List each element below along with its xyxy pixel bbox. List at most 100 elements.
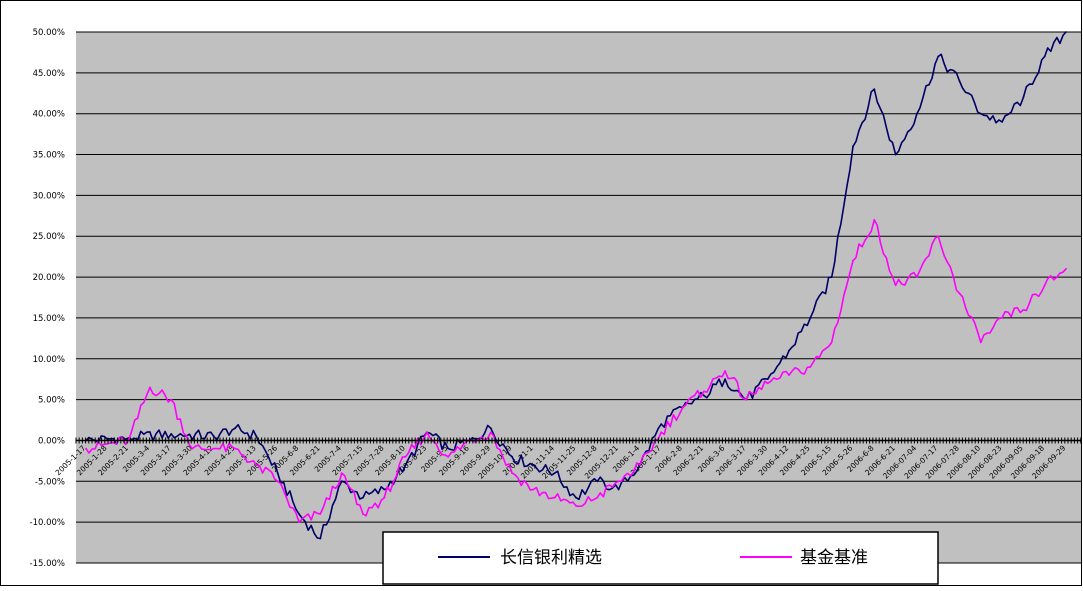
- series-1-point: [852, 259, 854, 262]
- series-0-point: [404, 464, 407, 466]
- series-0-point: [276, 472, 279, 475]
- y-tick-label: 15.00%: [33, 314, 65, 324]
- series-0-point: [489, 427, 492, 430]
- series-0-point: [915, 112, 918, 115]
- series-1-point: [383, 496, 386, 499]
- series-0-point: [873, 88, 876, 91]
- series-1-point: [1022, 308, 1025, 311]
- series-0-point: [255, 435, 258, 438]
- series-1-point: [319, 513, 322, 515]
- series-0-point: [575, 496, 577, 499]
- y-tick-label: 30.00%: [33, 191, 65, 201]
- series-1-point: [894, 284, 897, 287]
- series-0-point: [553, 472, 556, 475]
- series-1-point: [809, 366, 812, 368]
- y-tick-label: -5.00%: [35, 477, 65, 487]
- series-1-point: [873, 218, 876, 221]
- series-0-point: [212, 435, 215, 438]
- series-0-point: [362, 496, 364, 499]
- series-1-point: [745, 398, 748, 401]
- series-1-point: [489, 431, 492, 434]
- series-1-point: [191, 447, 194, 450]
- y-tick-label: 40.00%: [33, 110, 65, 120]
- y-tick-label: 20.00%: [33, 273, 65, 283]
- series-0-point: [340, 480, 343, 483]
- series-1-point: [255, 464, 258, 466]
- series-0-point: [1065, 31, 1067, 33]
- series-0-point: [979, 112, 982, 115]
- series-1-point: [979, 341, 982, 344]
- series-1-point: [404, 455, 407, 458]
- series-1-point: [298, 521, 300, 524]
- series-1-point: [553, 496, 556, 499]
- series-0-point: [511, 455, 513, 458]
- series-1-point: [1043, 284, 1046, 287]
- series-1-point: [617, 480, 620, 483]
- series-0-point: [298, 513, 300, 515]
- series-0-point: [788, 349, 790, 352]
- series-0-point: [830, 276, 833, 278]
- series-1-point: [532, 488, 535, 491]
- zero-axis-ticks: [75, 437, 1082, 444]
- series-0-point: [319, 537, 322, 540]
- series-0-point: [660, 423, 663, 426]
- series-1-point: [425, 431, 428, 434]
- series-1-point: [212, 447, 215, 450]
- y-tick-label: 25.00%: [33, 232, 65, 242]
- series-1-point: [447, 455, 450, 458]
- y-tick-label: -15.00%: [30, 559, 65, 569]
- series-1-point: [639, 464, 641, 466]
- series-0-point: [234, 427, 237, 430]
- series-1-point: [362, 513, 364, 515]
- y-tick-label: 45.00%: [33, 69, 65, 79]
- series-0-point: [596, 480, 599, 483]
- series-0-point: [383, 488, 386, 491]
- series-1-point: [830, 341, 833, 344]
- y-tick-label: 10.00%: [33, 355, 65, 365]
- series-1-point: [575, 504, 577, 507]
- series-1-point: [596, 496, 599, 499]
- series-1-point: [234, 447, 237, 450]
- series-1-point: [276, 480, 279, 483]
- series-0-point: [724, 378, 727, 381]
- series-0-point: [617, 488, 620, 491]
- series-1-point: [85, 447, 87, 450]
- y-tick-label: 35.00%: [33, 151, 65, 161]
- series-1-point: [511, 472, 513, 475]
- series-0-point: [1001, 120, 1003, 123]
- y-tick-label: -10.00%: [30, 518, 65, 528]
- series-1-point: [1001, 317, 1003, 319]
- series-1-point: [958, 292, 961, 295]
- series-0-point: [766, 378, 769, 381]
- series-1-point: [340, 472, 343, 475]
- series-0-point: [447, 447, 450, 450]
- series-1-point: [1065, 268, 1067, 270]
- series-1-point: [937, 235, 940, 238]
- series-0-point: [1043, 55, 1046, 58]
- series-0-point: [1022, 96, 1025, 99]
- plot-area: [76, 32, 1081, 563]
- legend: 长信银利精选 基金基准: [382, 531, 939, 585]
- series-0-point: [852, 145, 854, 148]
- series-0-point: [809, 317, 812, 319]
- series-1-point: [724, 370, 727, 372]
- series-0-point: [532, 464, 535, 466]
- y-tick-label: 0.00%: [38, 436, 65, 446]
- series-1-point: [660, 431, 663, 434]
- series-1-point: [170, 398, 173, 401]
- series-0-point: [894, 153, 897, 156]
- legend-label-series-1: 基金基准: [800, 548, 868, 568]
- series-0-point: [937, 55, 940, 58]
- series-1-point: [681, 406, 684, 409]
- y-tick-label: 50.00%: [33, 28, 65, 38]
- series-1-point: [766, 382, 769, 385]
- series-0-point: [702, 394, 705, 397]
- series-0-point: [958, 80, 961, 82]
- series-1-point: [915, 276, 918, 278]
- series-0-point: [170, 433, 173, 435]
- series-1-point: [149, 386, 151, 389]
- series-1-point: [788, 374, 790, 377]
- series-1-point: [702, 390, 705, 393]
